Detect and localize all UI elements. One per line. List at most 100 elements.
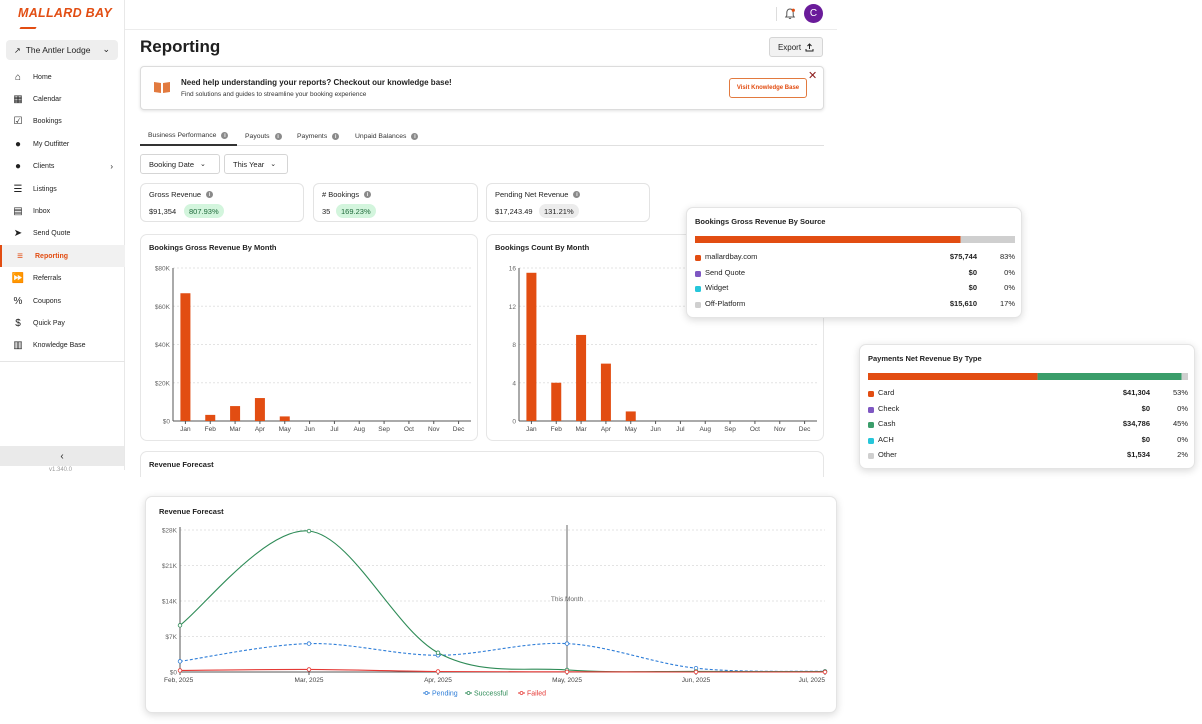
info-icon: i: [364, 191, 372, 198]
tab-business-performance[interactable]: Business Performance i: [140, 127, 237, 146]
x-tick-label: Jan: [180, 426, 191, 433]
legend-amount: $0: [968, 283, 977, 292]
check-square-icon: ☑: [13, 116, 23, 128]
x-tick-label: Jul, 2025: [799, 677, 826, 684]
sidebar-item-inbox[interactable]: ▤ Inbox: [0, 200, 125, 222]
bar: [254, 398, 265, 421]
x-tick-label: Jul: [676, 426, 685, 433]
y-tick-label: $20K: [155, 380, 171, 387]
this-month-annotation: This Month: [551, 596, 584, 603]
revenue-forecast-popup: Revenue Forecast $0 $7K $14K $21K $28K Feb, 2…: [145, 496, 837, 713]
visit-knowledge-base-button[interactable]: Visit Knowledge Base: [729, 78, 807, 98]
percent-icon: %: [13, 295, 23, 307]
legend-color-dot: [695, 301, 701, 308]
sidebar-item-bookings[interactable]: ☑ Bookings: [0, 111, 125, 133]
tab-payments[interactable]: Payments i: [297, 127, 340, 146]
legend-row: mallardbay.com $75,744 83%: [695, 252, 1015, 264]
x-tick-label: May: [279, 426, 292, 433]
legend-percent: 17%: [999, 298, 1015, 308]
gross-revenue-by-source-popup: Bookings Gross Revenue By Source mallard…: [686, 207, 1022, 318]
bar: [551, 382, 562, 421]
stacked-bar-segment: [695, 236, 961, 243]
legend-color-dot: [868, 391, 874, 397]
group-icon: ●: [14, 161, 22, 173]
notification-bell-icon[interactable]: [783, 7, 797, 21]
user-avatar[interactable]: C: [804, 4, 823, 23]
sidebar-item-coupons[interactable]: % Coupons: [0, 290, 125, 312]
sidebar-item-listings[interactable]: ☰ Listings: [0, 178, 125, 200]
upload-icon: [805, 42, 814, 51]
legend-name: Card: [878, 388, 895, 397]
sidebar-item-knowledge-base[interactable]: ▥ Knowledge Base: [0, 335, 125, 357]
sidebar-item-referrals[interactable]: ⏩ Referrals: [0, 268, 125, 290]
sidebar-item-quick-pay[interactable]: $ Quick Pay: [0, 312, 125, 334]
chevron-down-icon: ⌄: [200, 161, 206, 168]
sidebar-item-reporting[interactable]: ≡ Reporting: [0, 245, 125, 268]
header-divider: [776, 7, 777, 21]
close-icon[interactable]: ✕: [808, 70, 818, 82]
x-tick-label: Mar: [229, 426, 241, 433]
kpi-bookings: # Bookings i 35 169.23%: [313, 183, 478, 222]
report-icon: ≡: [17, 250, 23, 262]
sidebar-item-label: My Outfitter: [33, 140, 70, 148]
export-button[interactable]: Export: [769, 37, 823, 57]
book-icon: ▥: [13, 340, 23, 352]
legend-percent: 83%: [999, 252, 1015, 261]
x-tick-label: Nov: [428, 426, 440, 433]
y-tick-label: 12: [509, 304, 517, 311]
x-tick-label: Apr: [255, 426, 266, 433]
send-icon: ➤: [13, 228, 23, 240]
sidebar-item-my-outfitter[interactable]: ● My Outfitter: [0, 133, 125, 155]
page-title: Reporting: [140, 37, 221, 56]
data-point: [306, 641, 312, 646]
legend-row: Check $0 0%: [868, 404, 1188, 416]
legend-row: Send Quote $0 0%: [695, 268, 1015, 280]
inbox-icon: ▤: [13, 205, 23, 217]
x-tick-label: May: [625, 426, 638, 433]
collapse-sidebar-button[interactable]: ‹: [0, 446, 124, 466]
sidebar-item-calendar[interactable]: ▦ Calendar: [0, 88, 125, 110]
x-tick-label: Oct: [404, 426, 414, 433]
export-label: Export: [777, 42, 802, 52]
series-line-pending: [179, 642, 826, 672]
stacked-bar-segment: [960, 236, 1015, 243]
lodge-selector[interactable]: ↗ The Antler Lodge ⌄: [6, 40, 118, 60]
y-tick-label: 0: [512, 419, 516, 426]
sidebar-item-send-quote[interactable]: ➤ Send Quote: [0, 223, 125, 245]
kpi-pending-net-revenue: Pending Net Revenue i $17,243.49 131.21%: [486, 183, 650, 222]
bar: [180, 293, 191, 421]
kpi-gross-revenue: Gross Revenue i $91,354 807.93%: [140, 183, 304, 222]
sidebar-divider: [0, 361, 125, 362]
date-field-dropdown[interactable]: Booking Date ⌄: [140, 154, 220, 174]
sidebar-item-label: Referrals: [33, 275, 62, 283]
payments-net-revenue-by-type-popup: Payments Net Revenue By Type Card $41,304…: [859, 344, 1195, 469]
sidebar-item-label: Home: [33, 73, 52, 81]
legend-amount: $15,610: [949, 298, 977, 308]
series-line-successful: [179, 530, 826, 673]
tab-payouts[interactable]: Payouts i: [245, 127, 282, 146]
info-icon: i: [274, 133, 282, 140]
brand-logo[interactable]: MALLARD BAY: [18, 6, 124, 34]
dollar-icon: $: [15, 317, 21, 329]
open-book-icon: [154, 82, 170, 93]
y-tick-label: $60K: [155, 304, 171, 311]
legend-row: Other $1,534 2%: [868, 450, 1188, 462]
x-tick-label: Jan: [526, 426, 537, 433]
report-tabs: Business Performance i Payouts i Payments i…: [140, 127, 824, 146]
sidebar-item-clients[interactable]: ● Clients ›: [0, 156, 125, 178]
kpi-change-badge: 131.21%: [539, 204, 579, 218]
x-tick-label: Mar, 2025: [295, 677, 324, 684]
legend-label: Failed: [527, 691, 546, 698]
legend-row: Card $41,304 53%: [868, 388, 1188, 400]
sidebar-item-home[interactable]: ⌂ Home: [0, 66, 125, 88]
x-tick-label: Feb: [551, 426, 563, 433]
legend-percent: 53%: [1172, 388, 1188, 397]
legend-name: ACH: [878, 434, 894, 444]
payments-stacked-bar: [868, 373, 1188, 380]
tab-unpaid-balances[interactable]: Unpaid Balances i: [355, 127, 419, 146]
legend-amount: $1,534: [1127, 450, 1150, 459]
period-dropdown[interactable]: This Year ⌄: [224, 154, 288, 174]
legend-name: Send Quote: [705, 267, 746, 277]
data-point: [435, 669, 441, 674]
y-tick-label: $21K: [162, 563, 178, 570]
